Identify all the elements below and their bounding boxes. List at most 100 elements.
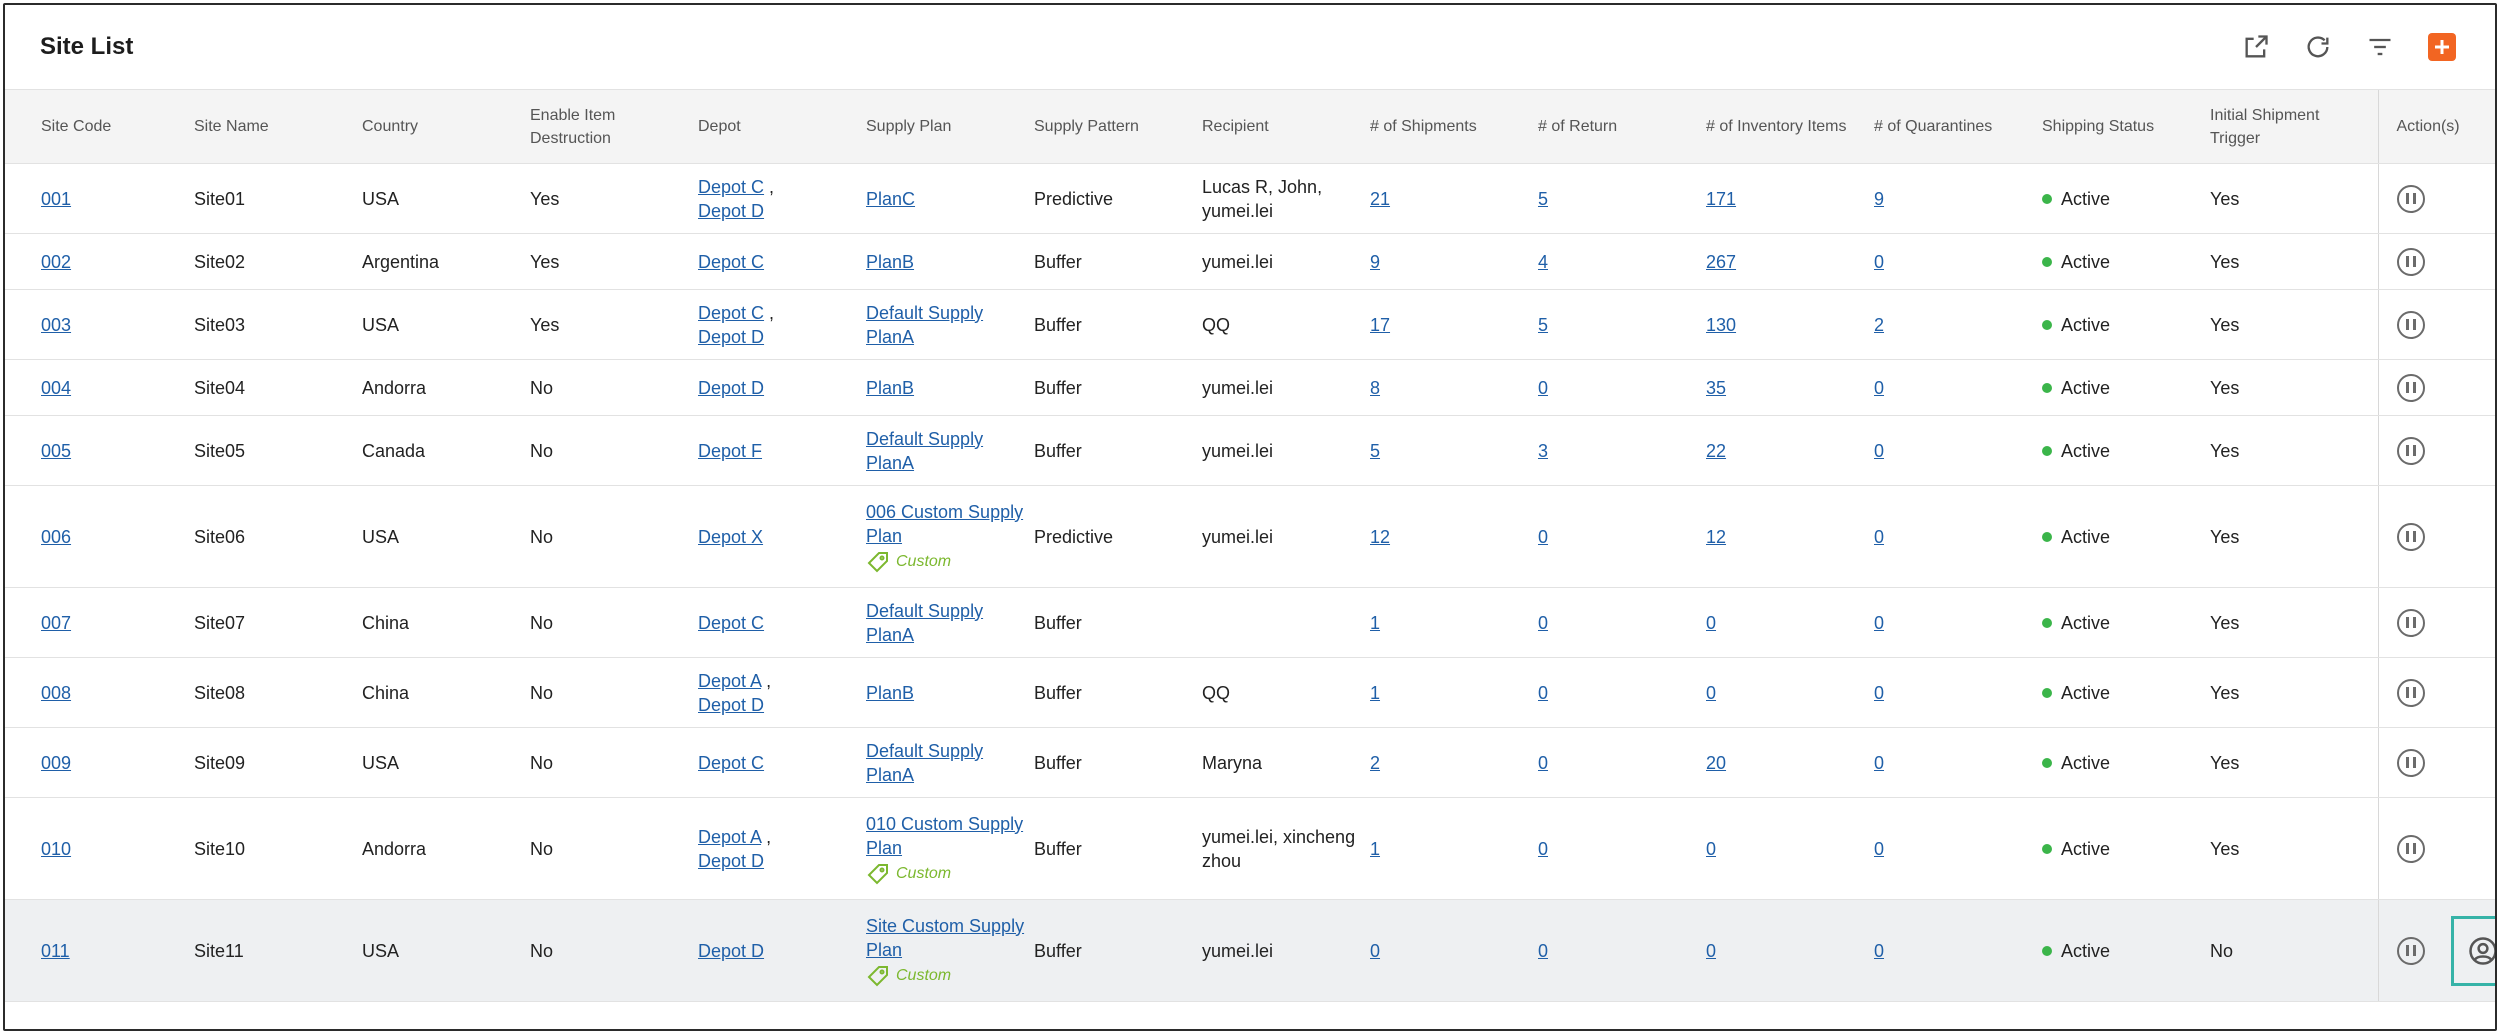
depot-link[interactable]: Depot X	[698, 526, 764, 547]
depot-link[interactable]: Depot C	[698, 176, 765, 197]
site-code-link[interactable]: 005	[41, 440, 72, 461]
returns-count-link[interactable]: 0	[1538, 838, 1549, 859]
supply-plan-link[interactable]: PlanC	[866, 188, 916, 209]
pause-site-button[interactable]	[2396, 436, 2425, 465]
inventory-count-link[interactable]: 0	[1706, 838, 1717, 859]
table-row[interactable]: 004 Site04 Andorra No Depot D PlanB Buffer yume…	[5, 359, 2495, 416]
supply-plan-link[interactable]: Site Custom Supply Plan	[866, 915, 1025, 960]
site-code-link[interactable]: 003	[41, 314, 72, 335]
recipient-action-button[interactable]	[2450, 915, 2495, 986]
returns-count-link[interactable]: 0	[1538, 940, 1549, 961]
column-header[interactable]: Enable Item Destruction	[530, 89, 698, 164]
depot-link[interactable]: Depot D	[698, 850, 765, 871]
pause-site-button[interactable]	[2396, 310, 2425, 339]
shipments-count-link[interactable]: 17	[1370, 314, 1391, 335]
quarantines-count-link[interactable]: 0	[1874, 440, 1885, 461]
column-header[interactable]: Site Code	[5, 89, 194, 164]
inventory-count-link[interactable]: 20	[1706, 752, 1727, 773]
returns-count-link[interactable]: 0	[1538, 612, 1549, 633]
returns-count-link[interactable]: 0	[1538, 682, 1549, 703]
quarantines-count-link[interactable]: 0	[1874, 940, 1885, 961]
site-code-link[interactable]: 008	[41, 682, 72, 703]
site-code-link[interactable]: 006	[41, 526, 72, 547]
pause-site-button[interactable]	[2396, 834, 2425, 863]
column-header[interactable]: # of Return	[1538, 89, 1706, 164]
column-header[interactable]: # of Shipments	[1370, 89, 1538, 164]
shipments-count-link[interactable]: 0	[1370, 940, 1381, 961]
quarantines-count-link[interactable]: 0	[1874, 526, 1885, 547]
returns-count-link[interactable]: 0	[1538, 377, 1549, 398]
returns-count-link[interactable]: 0	[1538, 526, 1549, 547]
supply-plan-link[interactable]: PlanB	[866, 682, 915, 703]
table-row[interactable]: 001 Site01 USA Yes Depot C , Depot D PlanC Pred…	[5, 163, 2495, 234]
column-header[interactable]: Initial Shipment Trigger	[2210, 89, 2378, 164]
column-header[interactable]: Recipient	[1202, 89, 1370, 164]
pause-site-button[interactable]	[2396, 936, 2425, 965]
supply-plan-link[interactable]: Default Supply PlanA	[866, 428, 984, 473]
column-header[interactable]: Country	[362, 89, 530, 164]
pause-site-button[interactable]	[2396, 748, 2425, 777]
quarantines-count-link[interactable]: 0	[1874, 752, 1885, 773]
table-row[interactable]: 010 Site10 Andorra No Depot A , Depot D 010 Cu…	[5, 797, 2495, 900]
depot-link[interactable]: Depot C	[698, 302, 765, 323]
table-row[interactable]: 011 Site11 USA No Depot D Site Custom Supply …	[5, 899, 2495, 1002]
inventory-count-link[interactable]: 130	[1706, 314, 1737, 335]
inventory-count-link[interactable]: 0	[1706, 940, 1717, 961]
depot-link[interactable]: Depot D	[698, 694, 765, 715]
table-row[interactable]: 002 Site02 Argentina Yes Depot C PlanB Buffer y…	[5, 233, 2495, 290]
supply-plan-link[interactable]: 010 Custom Supply Plan	[866, 813, 1024, 858]
pause-site-button[interactable]	[2396, 608, 2425, 637]
site-code-link[interactable]: 009	[41, 752, 72, 773]
pause-site-button[interactable]	[2396, 247, 2425, 276]
depot-link[interactable]: Depot F	[698, 440, 763, 461]
quarantines-count-link[interactable]: 0	[1874, 612, 1885, 633]
quarantines-count-link[interactable]: 2	[1874, 314, 1885, 335]
shipments-count-link[interactable]: 1	[1370, 612, 1381, 633]
column-header[interactable]: Shipping Status	[2042, 89, 2210, 164]
depot-link[interactable]: Depot D	[698, 326, 765, 347]
table-row[interactable]: 006 Site06 USA No Depot X 006 Custom Supply P…	[5, 485, 2495, 588]
table-row[interactable]: 009 Site09 USA No Depot C Default Supply Plan…	[5, 727, 2495, 798]
shipments-count-link[interactable]: 1	[1370, 838, 1381, 859]
supply-plan-link[interactable]: PlanB	[866, 251, 915, 272]
depot-link[interactable]: Depot A	[698, 826, 762, 847]
inventory-count-link[interactable]: 12	[1706, 526, 1727, 547]
shipments-count-link[interactable]: 5	[1370, 440, 1381, 461]
table-row[interactable]: 003 Site03 USA Yes Depot C , Depot D Default S…	[5, 289, 2495, 360]
column-header[interactable]: Site Name	[194, 89, 362, 164]
inventory-count-link[interactable]: 35	[1706, 377, 1727, 398]
inventory-count-link[interactable]: 0	[1706, 682, 1717, 703]
depot-link[interactable]: Depot C	[698, 612, 765, 633]
column-header[interactable]: Supply Plan	[866, 89, 1034, 164]
depot-link[interactable]: Depot A	[698, 670, 762, 691]
quarantines-count-link[interactable]: 0	[1874, 377, 1885, 398]
table-row[interactable]: 007 Site07 China No Depot C Default Supply Pl…	[5, 587, 2495, 658]
pause-site-button[interactable]	[2396, 184, 2425, 213]
depot-link[interactable]: Depot C	[698, 752, 765, 773]
supply-plan-link[interactable]: Default Supply PlanA	[866, 302, 984, 347]
supply-plan-link[interactable]: Default Supply PlanA	[866, 600, 984, 645]
inventory-count-link[interactable]: 171	[1706, 188, 1737, 209]
pause-site-button[interactable]	[2396, 373, 2425, 402]
inventory-count-link[interactable]: 267	[1706, 251, 1737, 272]
site-code-link[interactable]: 004	[41, 377, 72, 398]
filter-button[interactable]	[2362, 29, 2398, 65]
returns-count-link[interactable]: 0	[1538, 752, 1549, 773]
returns-count-link[interactable]: 3	[1538, 440, 1549, 461]
depot-link[interactable]: Depot D	[698, 377, 765, 398]
pause-site-button[interactable]	[2396, 522, 2425, 551]
column-header[interactable]: Depot	[698, 89, 866, 164]
shipments-count-link[interactable]: 1	[1370, 682, 1381, 703]
column-header[interactable]: Supply Pattern	[1034, 89, 1202, 164]
returns-count-link[interactable]: 4	[1538, 251, 1549, 272]
shipments-count-link[interactable]: 9	[1370, 251, 1381, 272]
depot-link[interactable]: Depot D	[698, 200, 765, 221]
returns-count-link[interactable]: 5	[1538, 314, 1549, 335]
table-row[interactable]: 008 Site08 China No Depot A , Depot D PlanB Buf…	[5, 657, 2495, 728]
site-code-link[interactable]: 001	[41, 188, 72, 209]
returns-count-link[interactable]: 5	[1538, 188, 1549, 209]
export-button[interactable]	[2238, 29, 2274, 65]
site-code-link[interactable]: 011	[41, 940, 70, 961]
supply-plan-link[interactable]: PlanB	[866, 377, 915, 398]
add-site-button[interactable]	[2424, 29, 2460, 65]
